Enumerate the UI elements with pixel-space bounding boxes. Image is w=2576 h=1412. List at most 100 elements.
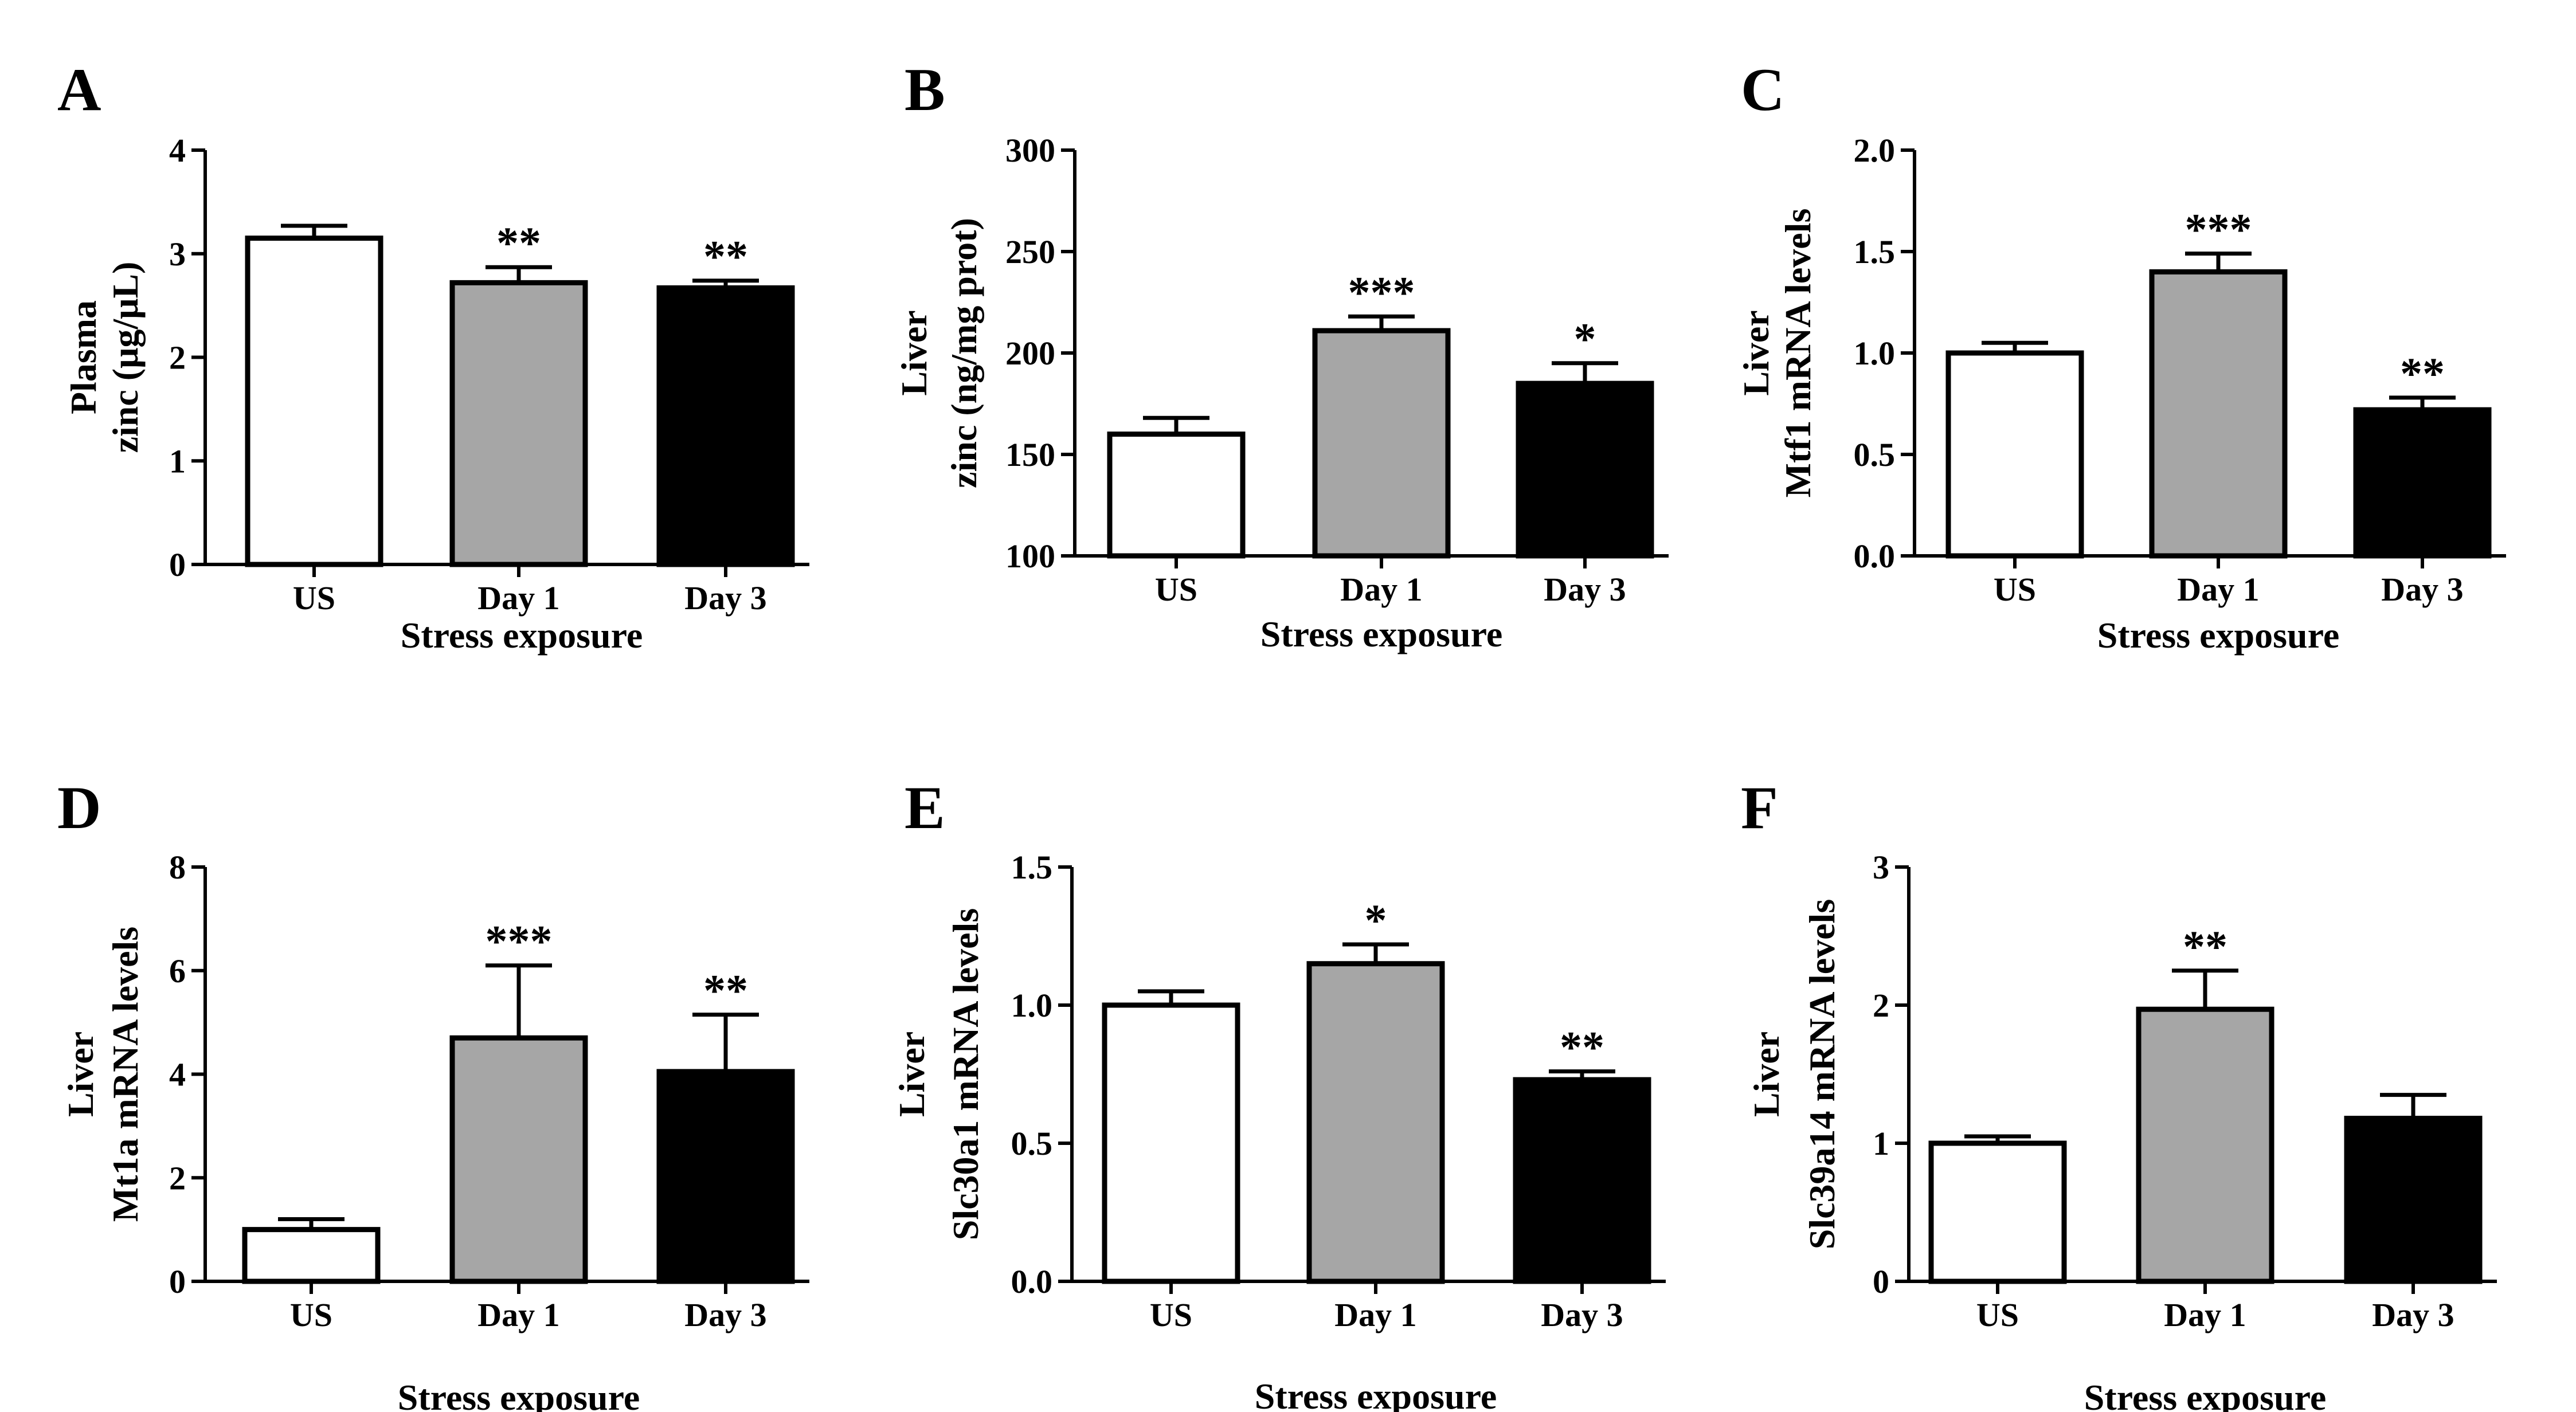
x-tick-label: Day 3 <box>2381 571 2463 608</box>
y-axis-title: Liver <box>1736 310 1776 395</box>
x-tick-label: Day 1 <box>2177 571 2259 608</box>
y-tick-label: 0 <box>169 546 186 583</box>
x-tick-label: US <box>1150 1296 1192 1333</box>
panel-b: B 100 150 200 250 300 US Day 1 *** Day 3 * Stress e… <box>894 56 1669 654</box>
y-axis-title: Mtf1 mRNA levels <box>1778 209 1818 498</box>
y-tick-label: 0.5 <box>1011 1125 1053 1162</box>
bar <box>245 236 383 567</box>
bar <box>656 1069 795 1284</box>
panel-letter: A <box>57 56 101 123</box>
significance-label: *** <box>486 916 553 966</box>
significance-label: *** <box>2185 205 2252 254</box>
y-tick-label: 2 <box>169 339 186 376</box>
y-axis-title: zinc (μg/μL) <box>105 262 146 453</box>
bar <box>1306 961 1445 1284</box>
x-tick-label: US <box>1155 571 1197 608</box>
bar <box>1107 432 1246 559</box>
y-axis-title: Liver <box>1746 1031 1787 1117</box>
bar <box>2353 407 2492 559</box>
significance-label: ** <box>1560 1022 1604 1072</box>
bar <box>1928 1140 2067 1284</box>
y-tick-label: 3 <box>169 236 186 273</box>
panel-letter: C <box>1741 56 1785 123</box>
panel-a: A 0 1 2 3 4 US Day 1 ** Day 3 ** Stress exposure Pla… <box>57 56 809 656</box>
bar <box>656 285 795 567</box>
x-tick-label: Day 3 <box>1544 571 1626 608</box>
bar <box>1312 328 1451 559</box>
significance-label: * <box>1574 314 1596 364</box>
y-tick-label: 1.0 <box>1854 335 1896 372</box>
y-axis-title: Liver <box>894 310 934 395</box>
significance-label: ** <box>703 232 748 281</box>
bar <box>242 1227 381 1284</box>
bar <box>1513 1077 1651 1284</box>
y-tick-label: 1.5 <box>1854 233 1896 270</box>
y-tick-label: 1 <box>169 442 186 480</box>
y-tick-label: 4 <box>169 1056 186 1093</box>
y-axis-title: Liver <box>891 1031 932 1117</box>
significance-label: * <box>1365 895 1387 945</box>
panel-letter: E <box>905 774 945 841</box>
y-tick-label: 4 <box>169 132 186 169</box>
panel-c: C 0.0 0.5 1.0 1.5 2.0 US Day 1 *** Day 3 ** Stress … <box>1736 56 2506 656</box>
y-tick-label: 200 <box>1005 335 1055 372</box>
significance-label: ** <box>496 218 541 268</box>
bar <box>1516 381 1654 559</box>
x-tick-label: Day 1 <box>2164 1296 2246 1333</box>
significance-label: *** <box>1348 267 1415 317</box>
significance-label: ** <box>2183 921 2227 971</box>
x-tick-label: Day 3 <box>1541 1296 1623 1333</box>
y-tick-label: 0 <box>1873 1263 1889 1300</box>
x-tick-label: Day 1 <box>477 579 559 617</box>
significance-label: ** <box>2400 348 2445 398</box>
y-axis-title: Slc30a1 mRNA levels <box>945 908 986 1241</box>
y-tick-label: 1.5 <box>1011 849 1053 886</box>
y-tick-label: 0.0 <box>1011 1263 1053 1300</box>
x-tick-label: US <box>1976 1296 2019 1333</box>
y-tick-label: 0 <box>169 1263 186 1300</box>
x-tick-label: Day 3 <box>684 1296 766 1333</box>
y-tick-label: 1 <box>1873 1125 1889 1162</box>
y-tick-label: 250 <box>1005 233 1055 270</box>
y-tick-label: 2 <box>1873 987 1889 1024</box>
x-axis-title: Stress exposure <box>1255 1376 1497 1412</box>
y-tick-label: 300 <box>1005 132 1055 169</box>
y-axis-title: Plasma <box>63 300 104 414</box>
x-axis-title: Stress exposure <box>401 615 643 656</box>
y-axis-title: Liver <box>60 1031 101 1117</box>
y-tick-label: 1.0 <box>1011 987 1053 1024</box>
y-tick-label: 0.5 <box>1854 436 1896 473</box>
y-axis-title: Mt1a mRNA levels <box>105 927 146 1222</box>
x-axis-title: Stress exposure <box>1260 614 1503 654</box>
x-tick-label: Day 1 <box>1334 1296 1416 1333</box>
y-axis-title: Slc39a14 mRNA levels <box>1802 899 1842 1250</box>
panel-letter: D <box>57 774 101 841</box>
bar <box>449 1035 588 1284</box>
x-tick-label: US <box>290 1296 332 1333</box>
x-axis-title: Stress exposure <box>2084 1377 2327 1412</box>
y-tick-label: 100 <box>1005 538 1055 575</box>
x-tick-label: US <box>1994 571 2036 608</box>
panel-d: D 0 2 4 6 8 US Day 1 *** Day 3 ** Stress exposure Li… <box>57 774 809 1412</box>
y-axis-title: zinc (ng/mg prot) <box>944 218 984 488</box>
y-tick-label: 2.0 <box>1854 132 1896 169</box>
x-tick-label: Day 1 <box>477 1296 559 1333</box>
panel-e: E 0.0 0.5 1.0 1.5 US Day 1 * Day 3 ** Stress expos… <box>891 774 1666 1412</box>
bar <box>2344 1116 2483 1284</box>
bar <box>1945 350 2084 559</box>
y-tick-label: 8 <box>169 849 186 886</box>
x-tick-label: US <box>293 579 335 617</box>
bar <box>2136 1006 2274 1284</box>
y-tick-label: 2 <box>169 1159 186 1197</box>
y-tick-label: 3 <box>1873 849 1889 886</box>
panel-letter: B <box>905 56 945 123</box>
y-tick-label: 150 <box>1005 436 1055 473</box>
x-axis-title: Stress exposure <box>2097 615 2340 656</box>
x-tick-label: Day 3 <box>2372 1296 2454 1333</box>
bar <box>2149 269 2288 559</box>
x-tick-label: Day 3 <box>684 579 766 617</box>
bar <box>449 280 588 567</box>
bar <box>1102 1002 1240 1284</box>
panel-f: F 0 1 2 3 US Day 1 ** Day 3 Stress exposure Liver S… <box>1741 774 2497 1412</box>
